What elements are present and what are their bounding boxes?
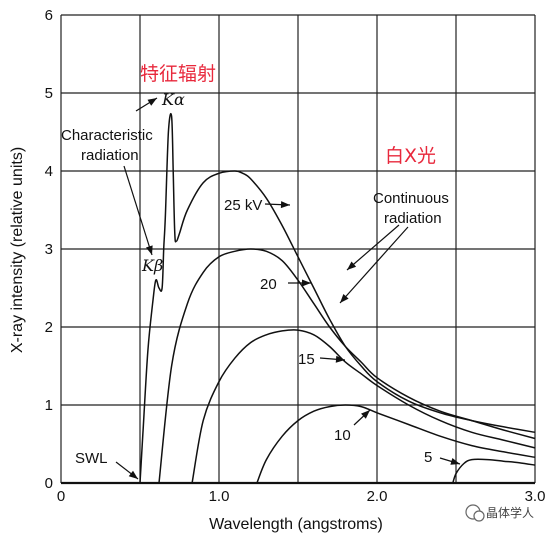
characteristic-label-line2: radiation <box>81 147 139 164</box>
arrow-head <box>128 470 138 479</box>
series-line-20 <box>158 248 536 484</box>
y-tick-label: 4 <box>45 163 53 180</box>
kv5-label: 5 <box>424 449 432 466</box>
y-tick-label: 0 <box>45 475 53 492</box>
arrow-line <box>339 226 409 304</box>
grid <box>60 14 536 485</box>
arrow-head <box>347 261 357 270</box>
series-line-5 <box>452 458 536 484</box>
arrow-line <box>123 165 153 256</box>
watermark-text: 晶体学人 <box>486 505 534 520</box>
continuous-label-line2: radiation <box>384 210 442 227</box>
arrow-head <box>361 410 370 419</box>
annotations: 特征辐射 Kα Characteristic radiation Kβ 白X光 … <box>61 63 449 467</box>
continuous-cn-label: 白X光 <box>385 145 436 167</box>
series-line-15 <box>191 329 536 484</box>
curves <box>139 112 536 484</box>
arrow-head <box>450 458 460 465</box>
arrow-head <box>335 355 345 363</box>
swl-label: SWL <box>75 450 108 467</box>
k-beta-label: Kβ <box>141 256 163 275</box>
kv15-label: 15 <box>298 351 315 368</box>
arrow-head <box>302 279 311 287</box>
kv25-label: 25 kV <box>224 197 262 214</box>
characteristic-label-line1: Characteristic <box>61 127 153 144</box>
y-tick-label: 5 <box>45 85 53 102</box>
x-tick-label: 1.0 <box>209 488 230 505</box>
y-tick-label: 3 <box>45 241 53 258</box>
characteristic-cn-label: 特征辐射 <box>140 63 216 85</box>
x-tick-label: 2.0 <box>367 488 388 505</box>
x-tick-label: 3.0 <box>525 488 546 505</box>
arrow-head <box>145 245 153 255</box>
y-tick-label: 6 <box>45 7 53 24</box>
x-tick-label: 0 <box>57 488 65 505</box>
series-line-25-kv <box>139 112 536 484</box>
series-line-10 <box>256 404 536 484</box>
y-tick-label: 2 <box>45 319 53 336</box>
kv10-label: 10 <box>334 427 351 444</box>
watermark: 晶体学人 <box>465 504 534 522</box>
k-alpha-label: Kα <box>161 90 185 109</box>
x-axis-title: Wavelength (angstroms) <box>209 516 383 533</box>
continuous-label-line1: Continuous <box>373 190 449 207</box>
arrow-head <box>147 98 157 106</box>
arrow-head <box>340 293 349 303</box>
wechat-icon-small <box>473 510 485 522</box>
kv20-label: 20 <box>260 276 277 293</box>
y-axis-title: X-ray intensity (relative units) <box>9 147 26 353</box>
tick-labels: 0 1.0 2.0 3.0 0 1 2 3 4 5 6 <box>45 7 546 505</box>
annotation-arrows <box>115 97 461 480</box>
y-tick-label: 1 <box>45 397 53 414</box>
arrow-line <box>346 224 400 271</box>
arrow-head <box>280 201 290 209</box>
